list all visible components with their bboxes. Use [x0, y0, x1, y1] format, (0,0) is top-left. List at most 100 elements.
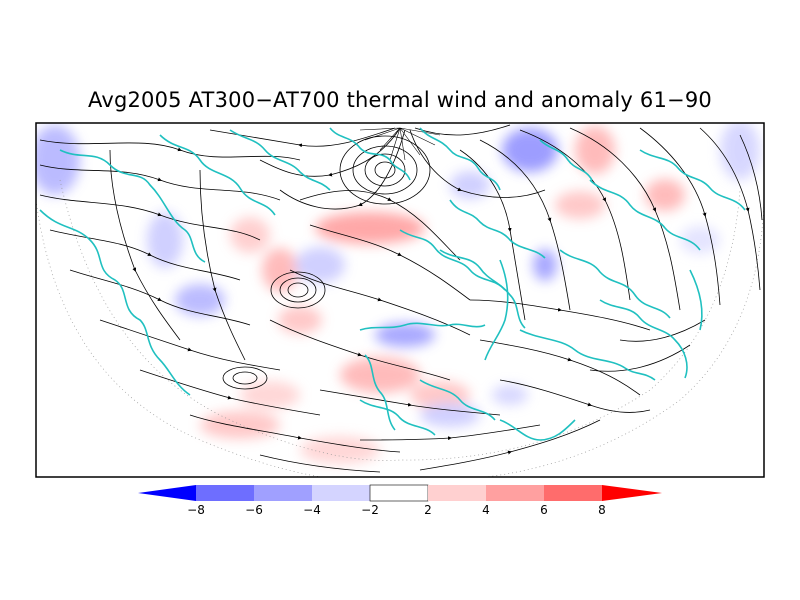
coastline	[399, 229, 506, 291]
vortex	[339, 135, 431, 205]
streamline	[309, 224, 471, 301]
colorbar-label: −6	[245, 503, 263, 517]
anomaly-area	[300, 436, 380, 464]
vortices	[222, 135, 431, 390]
colorbar-label: 8	[598, 503, 606, 517]
colorbar-segment	[312, 485, 370, 501]
colorbar-arrow-right	[602, 485, 662, 501]
anomaly-area	[240, 381, 300, 409]
colorbar-arrow-left	[138, 485, 196, 501]
anomaly-area	[645, 179, 685, 211]
coastline	[329, 127, 411, 181]
coastline	[599, 299, 688, 379]
streamline	[459, 149, 526, 321]
coastline	[589, 179, 701, 251]
streamline	[259, 454, 381, 473]
streamline	[109, 149, 181, 341]
streamline	[99, 319, 281, 371]
vortex	[352, 145, 418, 195]
anomaly-area	[200, 411, 280, 439]
coastline	[39, 209, 191, 396]
vortex	[222, 366, 268, 390]
coastline	[539, 139, 593, 181]
anomaly-area	[36, 125, 80, 195]
colorbar-segment	[544, 485, 602, 501]
streamline	[469, 299, 651, 331]
anomaly-area	[262, 248, 298, 292]
coastline	[519, 329, 656, 381]
coastline	[449, 199, 546, 259]
streamline	[39, 139, 301, 161]
anomaly-area	[230, 217, 270, 253]
coastline	[59, 149, 206, 263]
coastline	[639, 149, 746, 211]
anomaly-area	[410, 381, 470, 409]
colorbar: −8 −6 −4 −2 2 4 6 8	[138, 484, 662, 517]
streamline	[499, 379, 651, 413]
vortex	[374, 161, 396, 179]
vortex	[270, 271, 326, 309]
coastline	[689, 269, 703, 331]
streamline	[319, 389, 501, 416]
anomaly-area	[492, 385, 528, 405]
streamline	[479, 339, 641, 396]
streamline	[199, 169, 246, 361]
colorbar-label: −4	[303, 503, 321, 517]
colorbar-segment	[254, 485, 312, 501]
map-frame	[35, 122, 765, 478]
streamline	[39, 194, 261, 241]
coastline	[484, 259, 509, 361]
coastline	[364, 354, 396, 431]
streamlines	[39, 124, 763, 473]
streamline	[299, 190, 461, 261]
streamline	[269, 319, 451, 381]
streamline	[639, 127, 721, 306]
colorbar-label: 6	[540, 503, 548, 517]
coastlines	[39, 127, 746, 441]
coastline	[359, 322, 486, 331]
streamline	[619, 319, 706, 342]
coastline	[419, 127, 501, 191]
map-frame-bg	[36, 123, 764, 477]
coastline	[229, 129, 331, 191]
anomaly-area	[420, 403, 480, 427]
pole-convergence	[359, 127, 441, 161]
streamline	[699, 127, 761, 291]
anomaly-area	[575, 126, 615, 174]
coastline	[419, 379, 496, 421]
vortex	[232, 371, 258, 385]
anomaly-area	[295, 247, 345, 283]
coastline	[439, 249, 526, 329]
streamline	[359, 424, 541, 441]
streamline	[479, 139, 571, 311]
colorbar-segment	[486, 485, 544, 501]
colorbar-label: −8	[187, 503, 205, 517]
streamline	[279, 129, 406, 210]
anomaly-area	[375, 323, 435, 347]
streamline	[69, 269, 251, 326]
colorbar-segment	[196, 485, 254, 501]
anomaly-area	[502, 128, 558, 172]
vortex	[364, 153, 406, 187]
anomaly-area	[340, 357, 420, 393]
streamline	[139, 369, 321, 416]
colorbar-label: −2	[361, 503, 379, 517]
colorbar-label: 2	[424, 503, 432, 517]
colorbar-segment	[369, 484, 429, 502]
figure-title: Avg2005 AT300−AT700 thermal wind and ano…	[88, 88, 712, 112]
streamline	[419, 419, 601, 471]
anomaly-area	[533, 249, 557, 281]
streamline	[414, 124, 511, 136]
streamline	[739, 134, 763, 221]
latitude-circles	[36, 179, 764, 477]
streamline	[289, 269, 471, 336]
anomaly-area	[147, 212, 183, 268]
anomaly-area	[450, 171, 490, 199]
vortex	[279, 277, 317, 303]
streamline	[519, 129, 631, 301]
streamline	[259, 127, 401, 177]
coastline	[499, 419, 576, 441]
anomaly-shading	[36, 123, 760, 464]
coastline	[359, 399, 436, 436]
